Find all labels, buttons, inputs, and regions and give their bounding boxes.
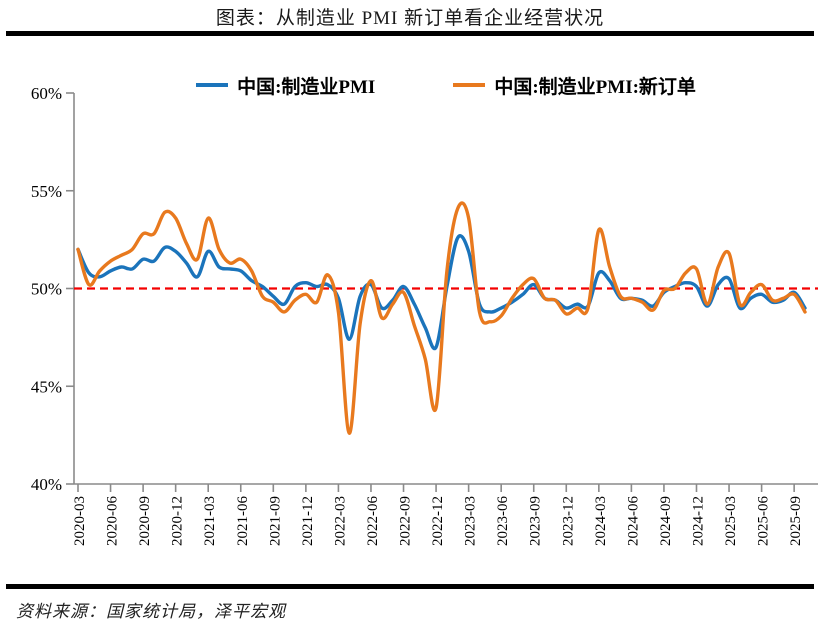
x-tick-label: 2024-09	[658, 496, 674, 546]
y-tick-label: 45%	[31, 377, 62, 396]
legend-label-new-orders: 中国:制造业PMI:新订单	[494, 76, 696, 98]
x-tick-label: 2022-12	[430, 496, 446, 546]
y-tick-label: 60%	[31, 84, 62, 103]
x-tick-label: 2021-12	[300, 496, 316, 546]
x-tick-label: 2025-03	[723, 496, 739, 546]
x-tick-label: 2024-03	[593, 496, 609, 546]
legend-item-new-orders[interactable]: 中国:制造业PMI:新订单	[453, 72, 696, 99]
pmi-line-swatch-icon	[196, 83, 229, 87]
x-tick-label: 2021-09	[267, 496, 283, 546]
x-tick-label: 2024-06	[625, 496, 641, 546]
x-tick-label: 2020-12	[170, 496, 186, 546]
x-tick-label: 2022-06	[365, 496, 381, 546]
x-tick-label: 2020-06	[105, 496, 121, 546]
chart-legend: 中国:制造业PMI 中国:制造业PMI:新订单	[74, 72, 818, 98]
x-tick-label: 2023-06	[495, 496, 511, 546]
y-tick-label: 55%	[31, 182, 62, 201]
x-tick-label: 2025-09	[788, 496, 804, 546]
source-note: 资料来源：国家统计局，泽平宏观	[16, 602, 286, 621]
y-axis-ticks: 60% 55% 50% 45% 40%	[31, 84, 74, 494]
bottom-divider	[6, 584, 814, 589]
new-orders-line	[76, 201, 807, 435]
x-tick-label: 2020-09	[137, 496, 153, 546]
x-tick-label: 2025-06	[756, 496, 772, 546]
x-tick-label: 2023-12	[560, 496, 576, 546]
page-title: 图表：从制造业 PMI 新订单看企业经营状况	[215, 8, 605, 29]
x-tick-label: 2022-03	[332, 496, 348, 546]
x-tick-label: 2023-03	[463, 496, 479, 546]
pmi-line-chart: 60%55%50%45%40%2020-03 2020-06 2020-09 2020…	[31, 84, 818, 546]
x-tick-label: 2022-09	[398, 496, 414, 546]
x-tick-label: 2021-06	[235, 496, 251, 546]
legend-item-pmi[interactable]: 中国:制造业PMI	[196, 72, 375, 99]
x-tick-label: 2023-09	[528, 496, 544, 546]
x-tick-label: 2021-03	[202, 496, 218, 546]
new-orders-line-swatch-icon	[453, 83, 486, 87]
x-tick-label: 2020-03	[72, 496, 88, 546]
x-axis-ticks: 2020-03 2020-06 2020-09 2020-12 2021-03 2021-…	[72, 484, 804, 546]
y-tick-label: 50%	[31, 280, 62, 299]
top-divider	[6, 31, 814, 36]
legend-label-pmi: 中国:制造业PMI	[237, 76, 376, 98]
x-tick-label: 2024-12	[690, 496, 706, 546]
y-tick-label: 40%	[31, 475, 62, 494]
